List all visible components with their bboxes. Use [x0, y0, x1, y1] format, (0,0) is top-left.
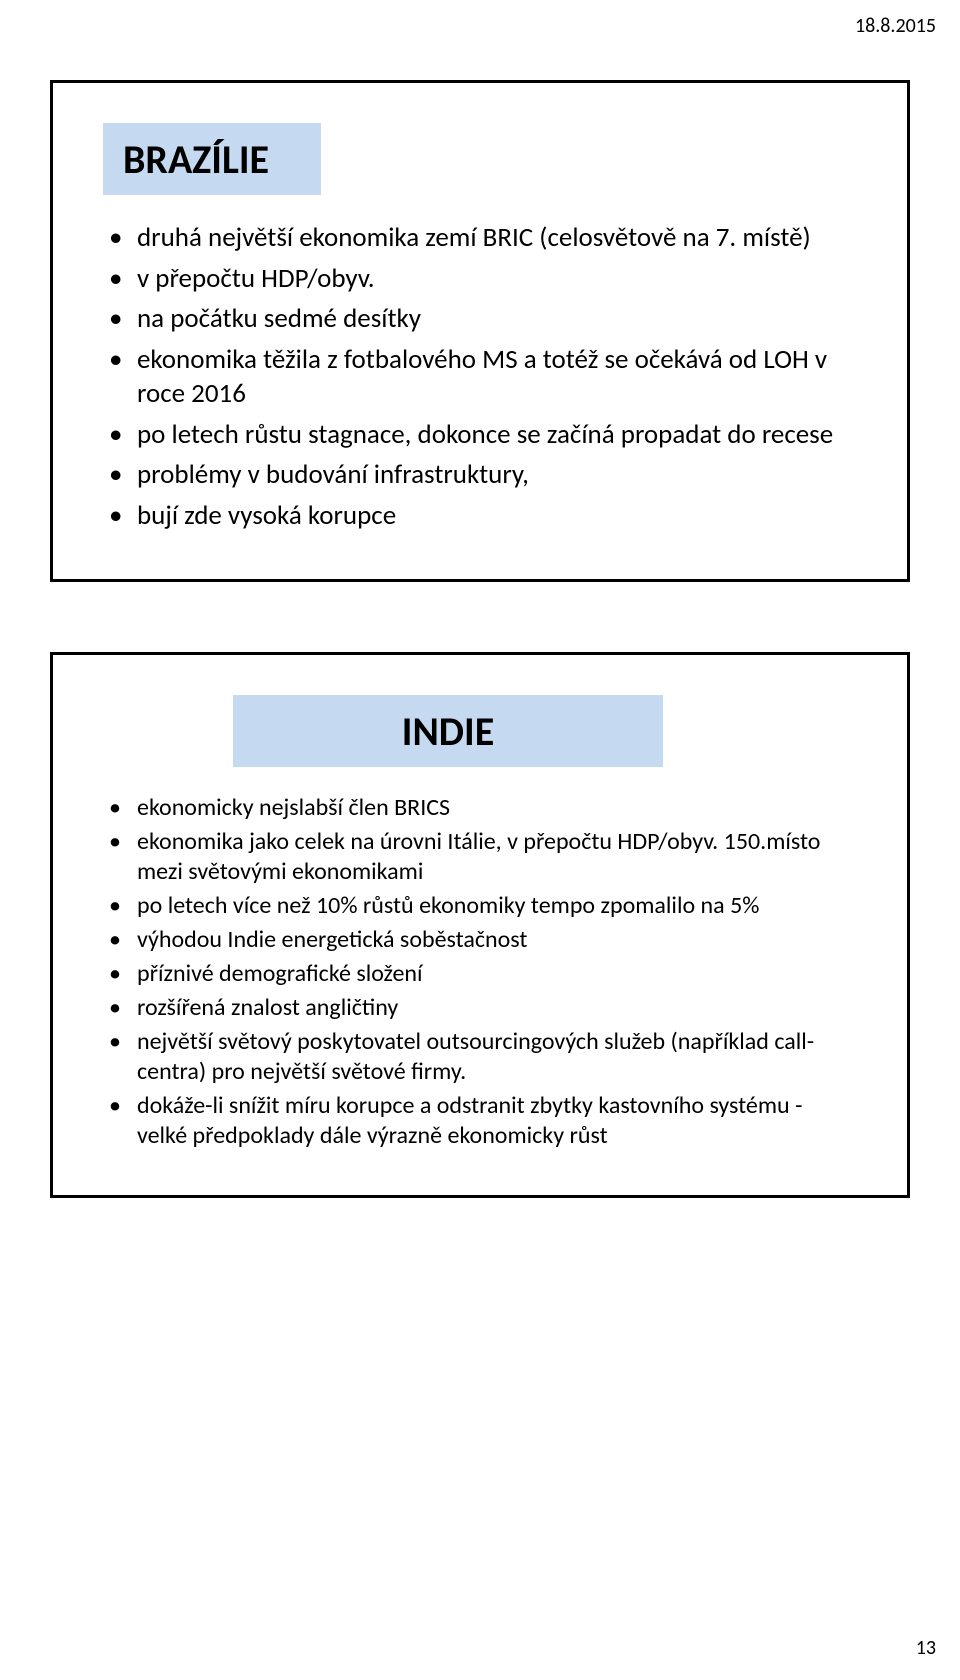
- page-date: 18.8.2015: [855, 14, 936, 38]
- list-item: ekonomika těžila z fotbalového MS a toté…: [137, 343, 857, 412]
- bullet-list: ekonomicky nejslabší člen BRICS ekonomik…: [103, 793, 857, 1151]
- slide-indie: INDIE ekonomicky nejslabší člen BRICS ek…: [50, 652, 910, 1198]
- list-item: výhodou Indie energetická soběstačnost: [137, 925, 857, 955]
- list-item: druhá největší ekonomika zemí BRIC (celo…: [137, 221, 857, 256]
- slide-title: BRAZÍLIE: [103, 123, 321, 195]
- list-item: příznivé demografické složení: [137, 959, 857, 989]
- list-item: největší světový poskytovatel outsourcin…: [137, 1027, 857, 1087]
- list-item: dokáže-li snížit míru korupce a odstrani…: [137, 1091, 857, 1151]
- list-item: bují zde vysoká korupce: [137, 499, 857, 534]
- page-number: 13: [916, 1636, 936, 1660]
- slide-title: INDIE: [233, 695, 663, 767]
- list-item: po letech více než 10% růstů ekonomiky t…: [137, 891, 857, 921]
- list-item: ekonomicky nejslabší člen BRICS: [137, 793, 857, 823]
- list-item: v přepočtu HDP/obyv.: [137, 262, 857, 297]
- list-item: na počátku sedmé desítky: [137, 302, 857, 337]
- slide-brazilie: BRAZÍLIE druhá největší ekonomika zemí B…: [50, 80, 910, 582]
- bullet-list: druhá největší ekonomika zemí BRIC (celo…: [103, 221, 857, 533]
- list-item: ekonomika jako celek na úrovni Itálie, v…: [137, 827, 857, 887]
- list-item: rozšířená znalost angličtiny: [137, 993, 857, 1023]
- list-item: po letech růstu stagnace, dokonce se zač…: [137, 418, 857, 453]
- slides-container: BRAZÍLIE druhá největší ekonomika zemí B…: [50, 80, 910, 1198]
- list-item: problémy v budování infrastruktury,: [137, 458, 857, 493]
